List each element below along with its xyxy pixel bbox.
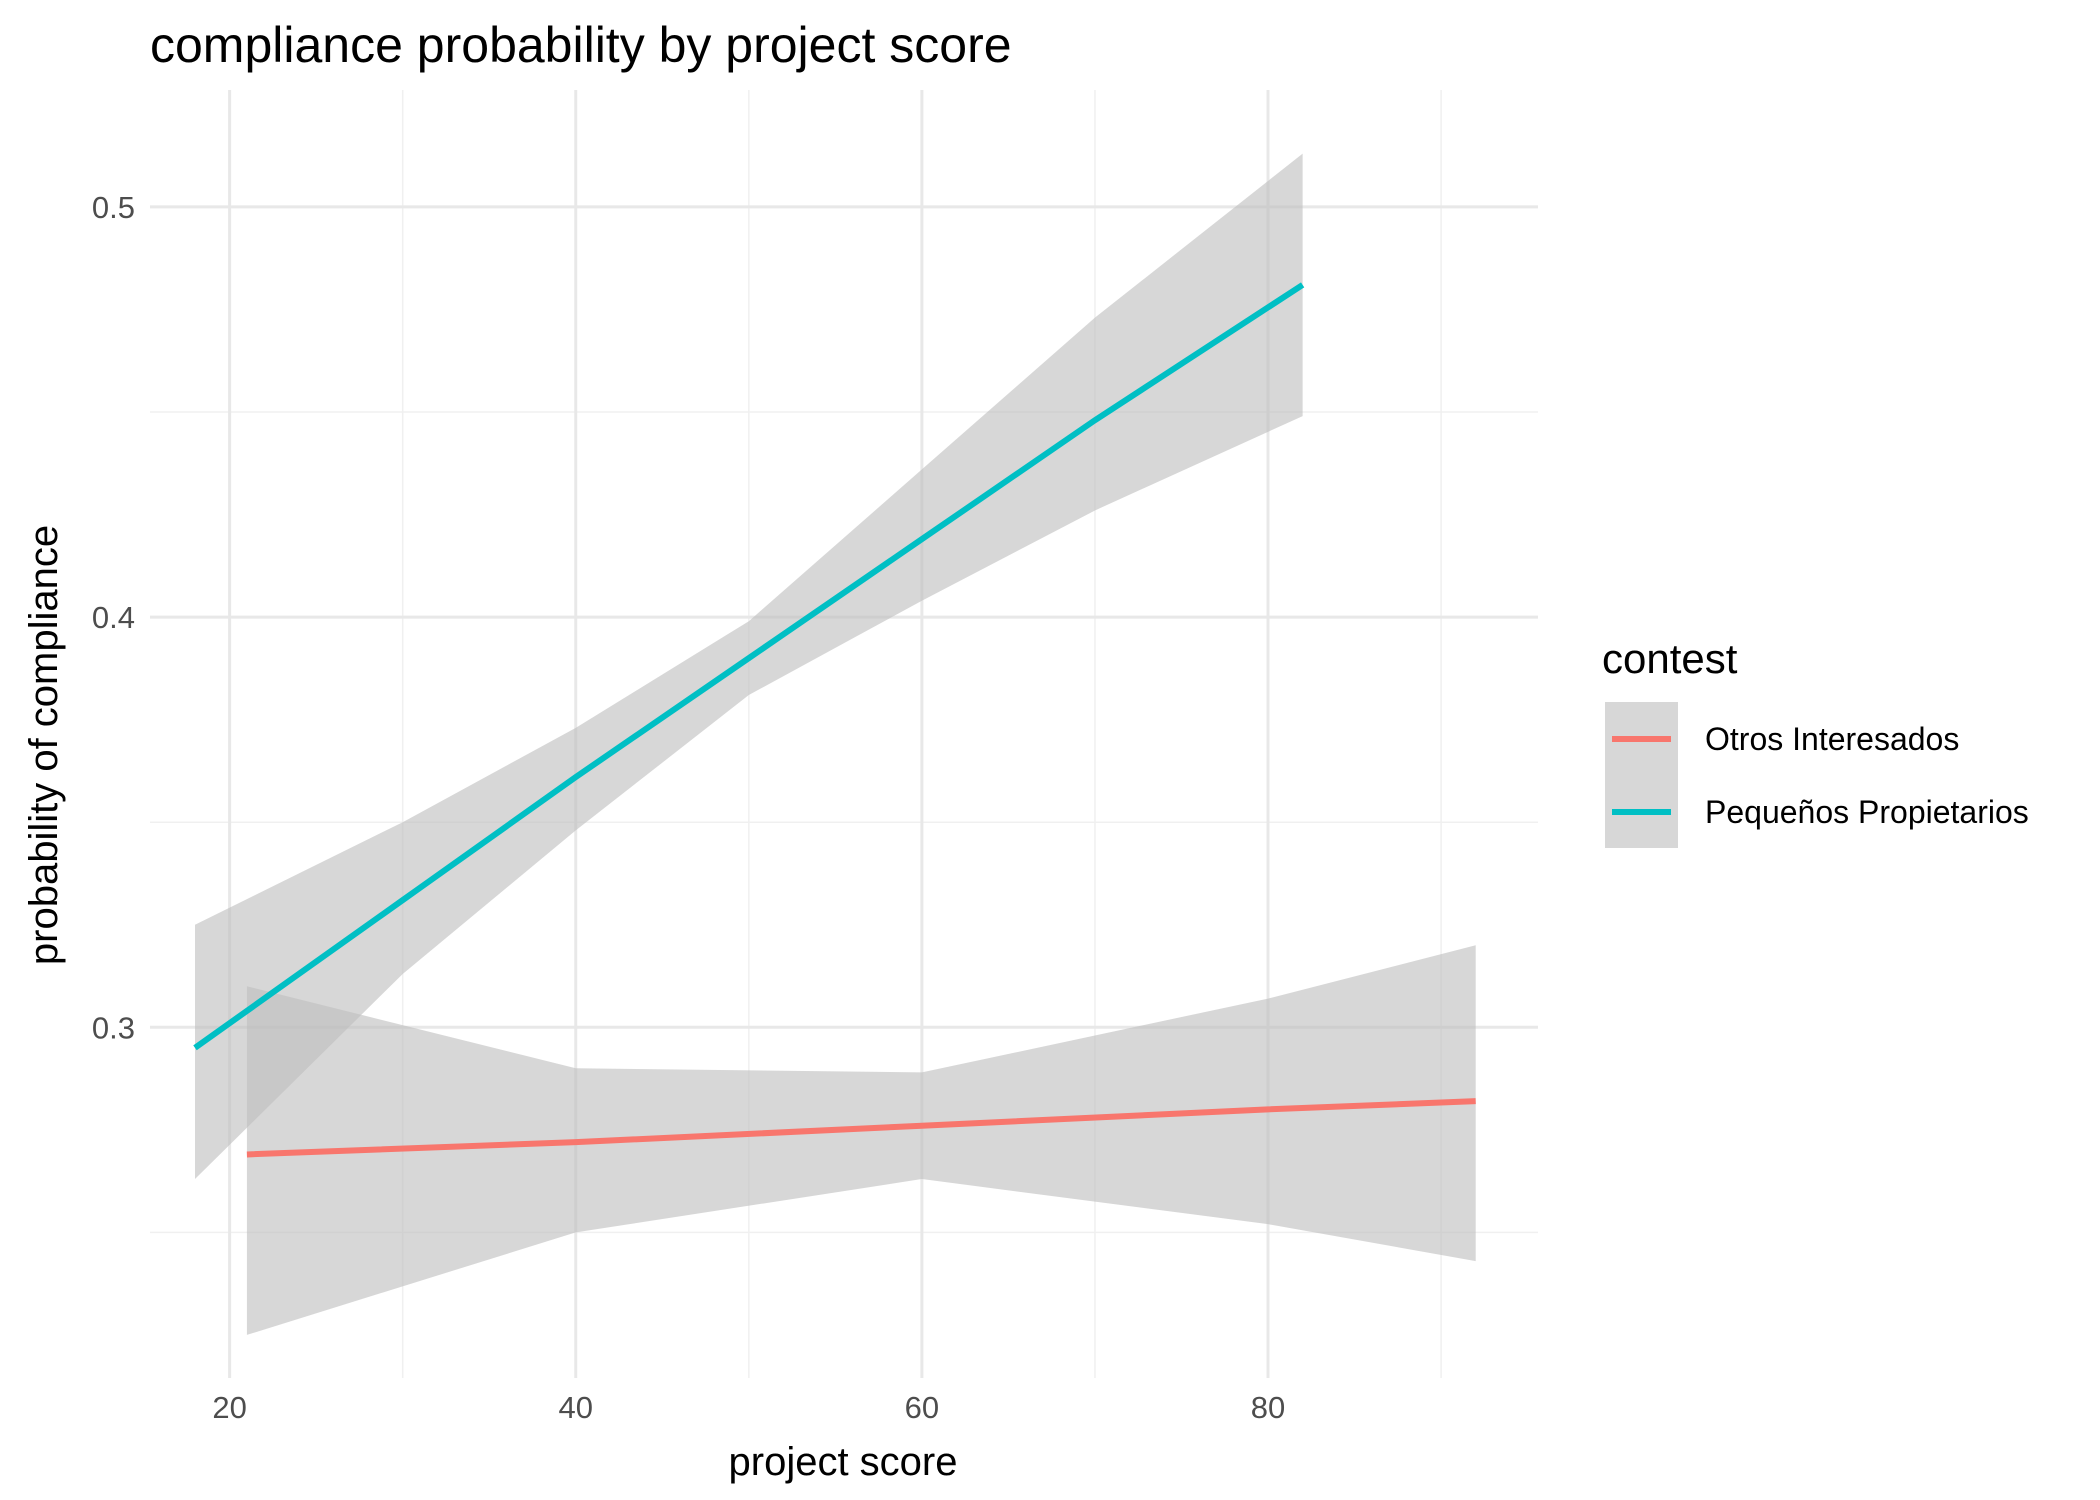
x-tick-label: 60 bbox=[905, 1390, 939, 1425]
y-axis-title: probability of compliance bbox=[22, 525, 66, 965]
legend: contest Otros Interesados Pequeños Propie… bbox=[1602, 635, 2029, 848]
series-line-0 bbox=[246, 1098, 1476, 1158]
series-lines bbox=[193, 282, 1476, 1158]
chart-title: compliance probability by project score bbox=[150, 17, 1012, 73]
x-axis-ticks: 20 40 60 80 bbox=[212, 1390, 1285, 1425]
legend-label-1: Pequeños Propietarios bbox=[1705, 794, 2029, 830]
confidence-band-0 bbox=[246, 945, 1476, 1335]
y-tick-label: 0.3 bbox=[92, 1010, 135, 1045]
y-tick-label: 0.4 bbox=[92, 600, 135, 635]
x-axis-title: project score bbox=[729, 1440, 958, 1484]
series-line-1 bbox=[193, 282, 1305, 1051]
confidence-band-1 bbox=[194, 153, 1303, 1180]
x-tick-label: 40 bbox=[559, 1390, 593, 1425]
legend-label-0: Otros Interesados bbox=[1705, 721, 1959, 757]
y-axis-ticks: 0.3 0.4 0.5 bbox=[92, 190, 135, 1045]
x-tick-label: 20 bbox=[212, 1390, 246, 1425]
y-tick-label: 0.5 bbox=[92, 190, 135, 225]
x-tick-label: 80 bbox=[1251, 1390, 1285, 1425]
legend-title: contest bbox=[1602, 635, 1738, 682]
confidence-bands bbox=[194, 153, 1476, 1335]
